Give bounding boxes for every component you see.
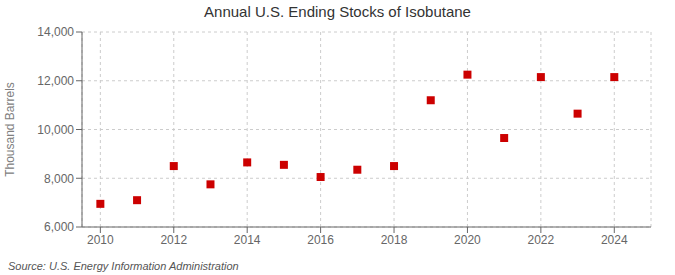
svg-text:14,000: 14,000 bbox=[37, 25, 74, 39]
html-text:Annual U.S. Ending Stocks of I: Annual U.S. Ending Stocks of Isobutane bbox=[204, 3, 471, 20]
svg-text:2020: 2020 bbox=[454, 233, 481, 247]
svg-text:10,000: 10,000 bbox=[37, 123, 74, 137]
svg-text:2010: 2010 bbox=[87, 233, 114, 247]
svg-text:2016: 2016 bbox=[307, 233, 334, 247]
svg-text:2014: 2014 bbox=[234, 233, 261, 247]
svg-text:2012: 2012 bbox=[160, 233, 187, 247]
svg-text:6,000: 6,000 bbox=[44, 220, 74, 234]
svg-text:2024: 2024 bbox=[601, 233, 628, 247]
svg-text:2022: 2022 bbox=[528, 233, 555, 247]
svg-text:Thousand Barrels: Thousand Barrels bbox=[8, 82, 17, 177]
svg-text:12,000: 12,000 bbox=[37, 74, 74, 88]
svg-text:2018: 2018 bbox=[381, 233, 408, 247]
html-text:Source: U.S. Energy Informatio: Source: U.S. Energy Information Administ… bbox=[8, 260, 239, 272]
svg-text:8,000: 8,000 bbox=[44, 172, 74, 186]
